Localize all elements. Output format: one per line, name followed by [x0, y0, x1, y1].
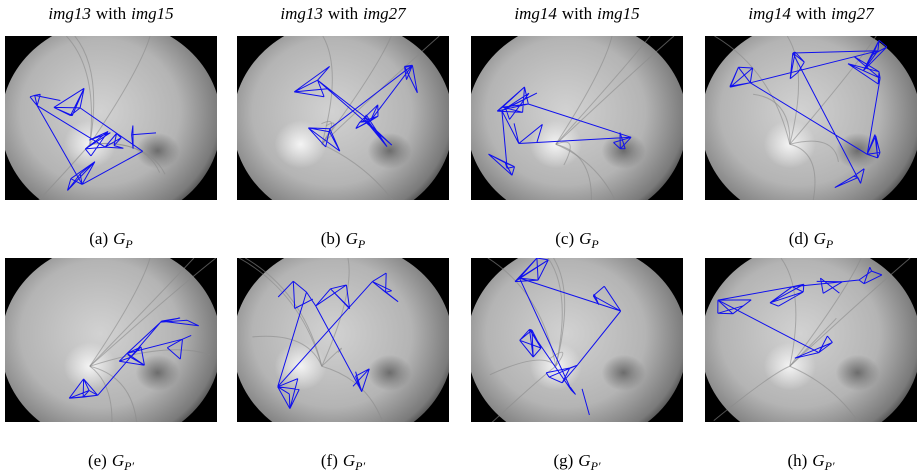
caption-symbol: G	[112, 451, 124, 470]
header-right: img15	[131, 4, 174, 23]
fundus-image	[233, 242, 453, 445]
fundus-image	[1, 242, 221, 449]
caption-symbol: G	[812, 451, 824, 470]
header-left: img13	[48, 4, 91, 23]
caption-label: (e)	[88, 451, 107, 470]
caption-symbol: G	[343, 451, 355, 470]
caption-symbol: G	[578, 451, 590, 470]
panel	[701, 242, 921, 462]
header-right: img15	[597, 4, 640, 23]
panel	[467, 242, 687, 445]
fundus	[1, 20, 221, 223]
caption: (b) GP	[321, 229, 366, 251]
caption-label: (h)	[787, 451, 807, 470]
header-joiner: with	[96, 4, 127, 23]
caption-label: (c)	[555, 229, 574, 248]
caption-subscript: P′	[123, 459, 134, 473]
header-joiner: with	[562, 4, 593, 23]
header-left: img13	[280, 4, 323, 23]
caption-subscript: P′	[824, 459, 835, 473]
caption: (a) GP	[89, 229, 133, 251]
caption-symbol: G	[814, 229, 826, 248]
header-joiner: with	[796, 4, 827, 23]
optic-disc	[275, 120, 327, 168]
caption-subscript: P	[357, 237, 366, 251]
header-left: img14	[748, 4, 791, 23]
header-right: img27	[363, 4, 407, 23]
fundus-image	[467, 20, 687, 230]
panel	[701, 20, 921, 223]
caption-subscript: P′	[590, 459, 601, 473]
caption: (e) GP′	[88, 451, 134, 473]
fundus-image	[701, 20, 921, 223]
caption-symbol: G	[346, 229, 358, 248]
panel	[1, 242, 221, 449]
figure: img13withimg15img13withimg27img14withimg…	[0, 0, 924, 474]
caption: (f) GP′	[321, 451, 366, 473]
caption: (d) GP	[789, 229, 834, 251]
optic-disc	[275, 342, 327, 390]
macula	[836, 355, 880, 391]
caption-label: (a)	[89, 229, 108, 248]
caption-symbol: G	[113, 229, 125, 248]
panel	[233, 242, 453, 445]
fundus-image	[467, 242, 687, 445]
macula	[136, 355, 180, 391]
panel	[467, 20, 687, 230]
fundus-image	[233, 20, 453, 248]
caption: (c) GP	[555, 229, 599, 251]
panel	[1, 20, 221, 236]
macula	[602, 355, 646, 391]
header-joiner: with	[328, 4, 359, 23]
macula	[368, 133, 412, 169]
caption: (h) GP′	[787, 451, 834, 473]
caption-label: (d)	[789, 229, 809, 248]
fundus	[701, 20, 921, 223]
header-right: img27	[831, 4, 875, 23]
caption-label: (g)	[553, 451, 573, 470]
caption-label: (f)	[321, 451, 338, 470]
caption-symbol: G	[579, 229, 591, 248]
fundus	[233, 20, 453, 223]
caption-subscript: P	[590, 237, 599, 251]
caption-subscript: P	[825, 237, 834, 251]
fundus-image	[701, 242, 921, 462]
fundus	[467, 20, 687, 223]
fundus-image	[1, 20, 221, 236]
caption: (g) GP′	[553, 451, 600, 473]
caption-subscript: P	[124, 237, 133, 251]
caption-subscript: P′	[354, 459, 365, 473]
header-left: img14	[514, 4, 557, 23]
panel	[233, 20, 453, 248]
caption-label: (b)	[321, 229, 341, 248]
macula	[368, 355, 412, 391]
